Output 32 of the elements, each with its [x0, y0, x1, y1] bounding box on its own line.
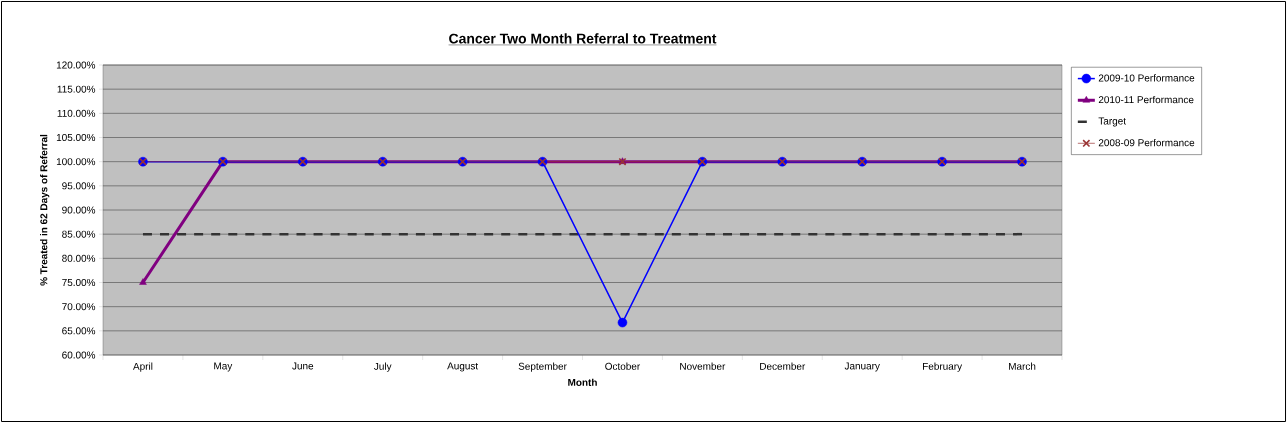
legend-label: 2010-11 Performance	[1098, 95, 1194, 104]
y-tick-label: 80.00%	[62, 254, 96, 262]
y-tick-label: 90.00%	[62, 206, 96, 214]
x-tick-label: May	[214, 362, 233, 372]
x-tick-label: November	[680, 362, 726, 370]
legend-label: 2008-09 Performance	[1098, 138, 1195, 147]
y-axis-title: % Treated in 62 Days of Referral	[40, 134, 50, 286]
x-tick-label: January	[844, 362, 880, 372]
y-tick-label: 105.00%	[56, 133, 96, 142]
x-tick-label: March	[1009, 362, 1036, 370]
x-axis-title: Month	[568, 378, 597, 386]
y-tick-label: 120.00%	[56, 61, 96, 69]
x-tick-label: December	[760, 362, 806, 370]
x-tick-label: August	[447, 362, 479, 372]
x-tick-label: September	[518, 362, 567, 372]
x-tick-label: April	[133, 362, 153, 372]
y-tick-label: 70.00%	[62, 303, 96, 311]
y-tick-label: 60.00%	[62, 351, 96, 359]
legend-label: 2009-10 Performance	[1098, 74, 1195, 82]
y-tick-label: 110.00%	[57, 109, 96, 117]
y-tick-label: 95.00%	[62, 182, 96, 190]
y-tick-label: 65.00%	[62, 327, 96, 335]
legend-label: Target	[1098, 117, 1126, 127]
y-tick-label: 85.00%	[62, 230, 96, 238]
y-tick-label: 115.00%	[57, 85, 96, 93]
x-tick-label: October	[605, 362, 641, 370]
x-tick-label: February	[923, 362, 963, 372]
y-tick-label: 75.00%	[62, 278, 96, 287]
y-tick-label: 100.00%	[56, 158, 96, 166]
chart-title: Cancer Two Month Referral to Treatment	[449, 33, 717, 44]
x-tick-label: June	[292, 362, 314, 370]
x-tick-label: July	[374, 362, 392, 372]
